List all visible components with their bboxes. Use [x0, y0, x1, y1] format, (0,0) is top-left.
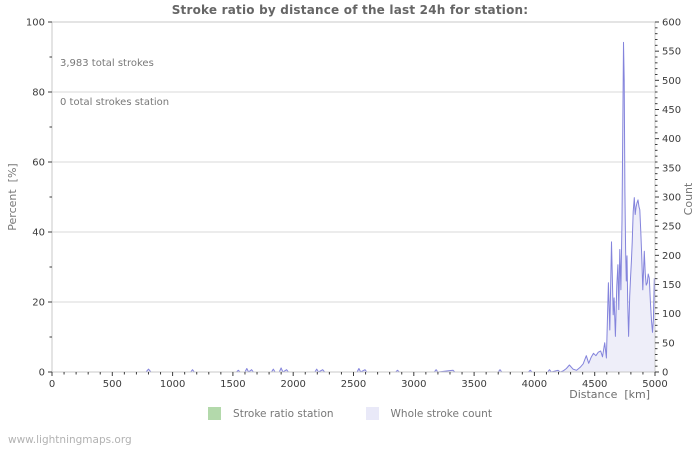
svg-text:0: 0	[39, 368, 45, 379]
svg-text:20: 20	[32, 298, 45, 309]
legend-item-whole-stroke-count: Whole stroke count	[365, 407, 492, 420]
legend: Stroke ratio station Whole stroke count	[0, 407, 700, 420]
svg-text:50: 50	[662, 338, 675, 349]
svg-text:200: 200	[662, 251, 681, 262]
svg-text:500: 500	[662, 76, 681, 87]
svg-text:4500: 4500	[582, 379, 607, 390]
svg-text:40: 40	[32, 228, 45, 239]
svg-text:300: 300	[662, 193, 681, 204]
total-strokes-text: 3,983 total strokes	[60, 58, 154, 69]
x-axis-label: Distance [km]	[569, 388, 650, 401]
svg-text:400: 400	[662, 134, 681, 145]
svg-text:350: 350	[662, 163, 681, 174]
svg-text:100: 100	[26, 18, 45, 29]
svg-text:0: 0	[662, 368, 668, 379]
total-strokes-station-text: 0 total strokes station	[60, 97, 170, 108]
svg-text:60: 60	[32, 158, 45, 169]
whole-stroke-count-label: Whole stroke count	[390, 407, 492, 420]
svg-text:5000: 5000	[642, 379, 667, 390]
svg-text:0: 0	[49, 379, 55, 390]
stroke-ratio-station-label: Stroke ratio station	[233, 407, 334, 420]
svg-text:250: 250	[662, 222, 681, 233]
svg-text:150: 150	[662, 280, 681, 291]
whole-stroke-count-swatch	[365, 407, 379, 420]
svg-text:500: 500	[103, 379, 122, 390]
svg-text:4000: 4000	[522, 379, 547, 390]
watermark-url: www.lightningmaps.org	[8, 434, 132, 446]
svg-text:2500: 2500	[341, 379, 366, 390]
svg-text:600: 600	[662, 18, 681, 29]
svg-text:3000: 3000	[401, 379, 426, 390]
svg-text:450: 450	[662, 105, 681, 116]
chart-title: Stroke ratio by distance of the last 24h…	[171, 3, 529, 17]
y-axis-left-label: Percent [%]	[6, 163, 19, 231]
stroke-ratio-station-swatch	[208, 407, 222, 420]
svg-text:100: 100	[662, 309, 681, 320]
svg-text:80: 80	[32, 88, 45, 99]
svg-text:1500: 1500	[220, 379, 245, 390]
legend-item-stroke-ratio-station: Stroke ratio station	[208, 407, 334, 420]
y-axis-right-label: Count	[682, 182, 695, 216]
svg-text:1000: 1000	[160, 379, 185, 390]
totals-annotation: 3,983 total strokes 0 total strokes stat…	[60, 31, 169, 135]
svg-text:2000: 2000	[280, 379, 305, 390]
svg-text:3500: 3500	[461, 379, 486, 390]
svg-text:550: 550	[662, 47, 681, 58]
